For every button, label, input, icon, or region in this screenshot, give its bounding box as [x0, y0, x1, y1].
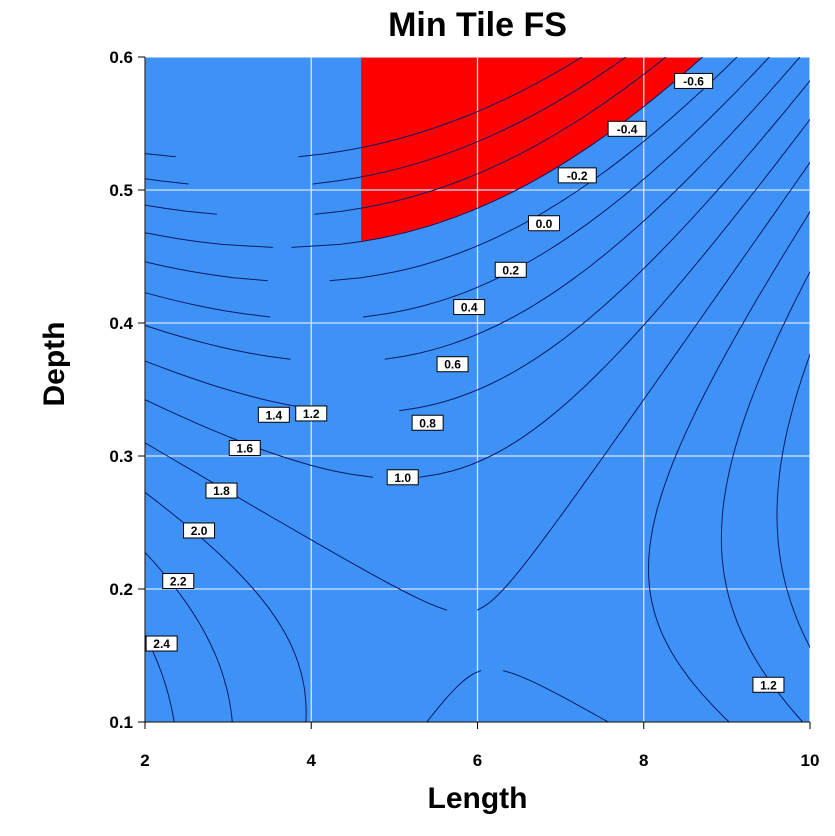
contour-label: 2.0: [191, 524, 208, 538]
contour-label-box: [607, 120, 647, 137]
contour-line: [145, 353, 810, 722]
contour-label-box: [453, 299, 486, 316]
x-tick-label: 2: [140, 751, 149, 770]
contour-label: 1.2: [303, 407, 320, 421]
contour-label: 2.2: [170, 575, 187, 589]
contour-label-box: [411, 414, 444, 431]
y-tick-label: 0.4: [109, 314, 133, 333]
contour-label: 2.4: [153, 637, 170, 651]
contour-label: 1.2: [760, 678, 777, 692]
contour-label: 0.6: [444, 358, 461, 372]
contour-label-box: [494, 261, 527, 278]
contour-label: 0.2: [502, 263, 519, 277]
y-tick-label: 0.3: [109, 447, 133, 466]
contour-label: 0.0: [536, 217, 553, 231]
y-tick-label: 0.5: [109, 181, 133, 200]
contour-line: [145, 79, 810, 412]
contour-label-box: [145, 635, 178, 652]
contour-label-box: [295, 405, 328, 422]
x-tick-label: 10: [801, 751, 820, 770]
contour-label-box: [436, 356, 469, 373]
contour-label: -0.2: [567, 169, 588, 183]
contour-label-box: [183, 522, 216, 539]
contour-line: [145, 211, 810, 722]
contour-label: 0.4: [461, 301, 478, 315]
contour-label: 1.8: [213, 484, 230, 498]
contour-label-box: [752, 676, 785, 693]
negative-region: [361, 57, 703, 242]
contour-line: [145, 118, 810, 478]
contour-label-box: [557, 167, 597, 184]
contour-label: 0.8: [419, 416, 436, 430]
contour-line: [145, 270, 810, 722]
x-tick-label: 8: [639, 751, 648, 770]
x-tick-label: 6: [473, 751, 482, 770]
x-tick-label: 4: [307, 751, 317, 770]
y-tick-label: 0.6: [109, 48, 133, 67]
contour-label-box: [386, 469, 419, 486]
contour-label-box: [257, 406, 290, 423]
y-axis-label: Depth: [38, 321, 71, 407]
contour-label-box: [162, 573, 195, 590]
chart-title: Min Tile FS: [388, 6, 567, 44]
y-tick-label: 0.1: [109, 713, 133, 732]
contour-line: [145, 57, 583, 158]
contour-label-box: [205, 482, 238, 499]
x-axis-label: Length: [427, 782, 528, 815]
contour-line: [145, 57, 801, 360]
y-tick-label: 0.2: [109, 580, 133, 599]
contour-label: 1.4: [266, 408, 283, 422]
contour-label: 1.6: [236, 442, 253, 456]
contour-line: [145, 57, 667, 215]
contour-label-box: [228, 440, 261, 457]
contour-label: -0.6: [683, 74, 704, 88]
contour-label: 1.0: [394, 471, 411, 485]
contour-label-box: [674, 72, 714, 89]
contour-line: [145, 161, 810, 722]
contour-line: [145, 57, 703, 248]
contour-line: [145, 57, 627, 185]
contour-label: -0.4: [617, 122, 638, 136]
contour-label-box: [528, 215, 560, 232]
contour-line: [145, 57, 738, 282]
